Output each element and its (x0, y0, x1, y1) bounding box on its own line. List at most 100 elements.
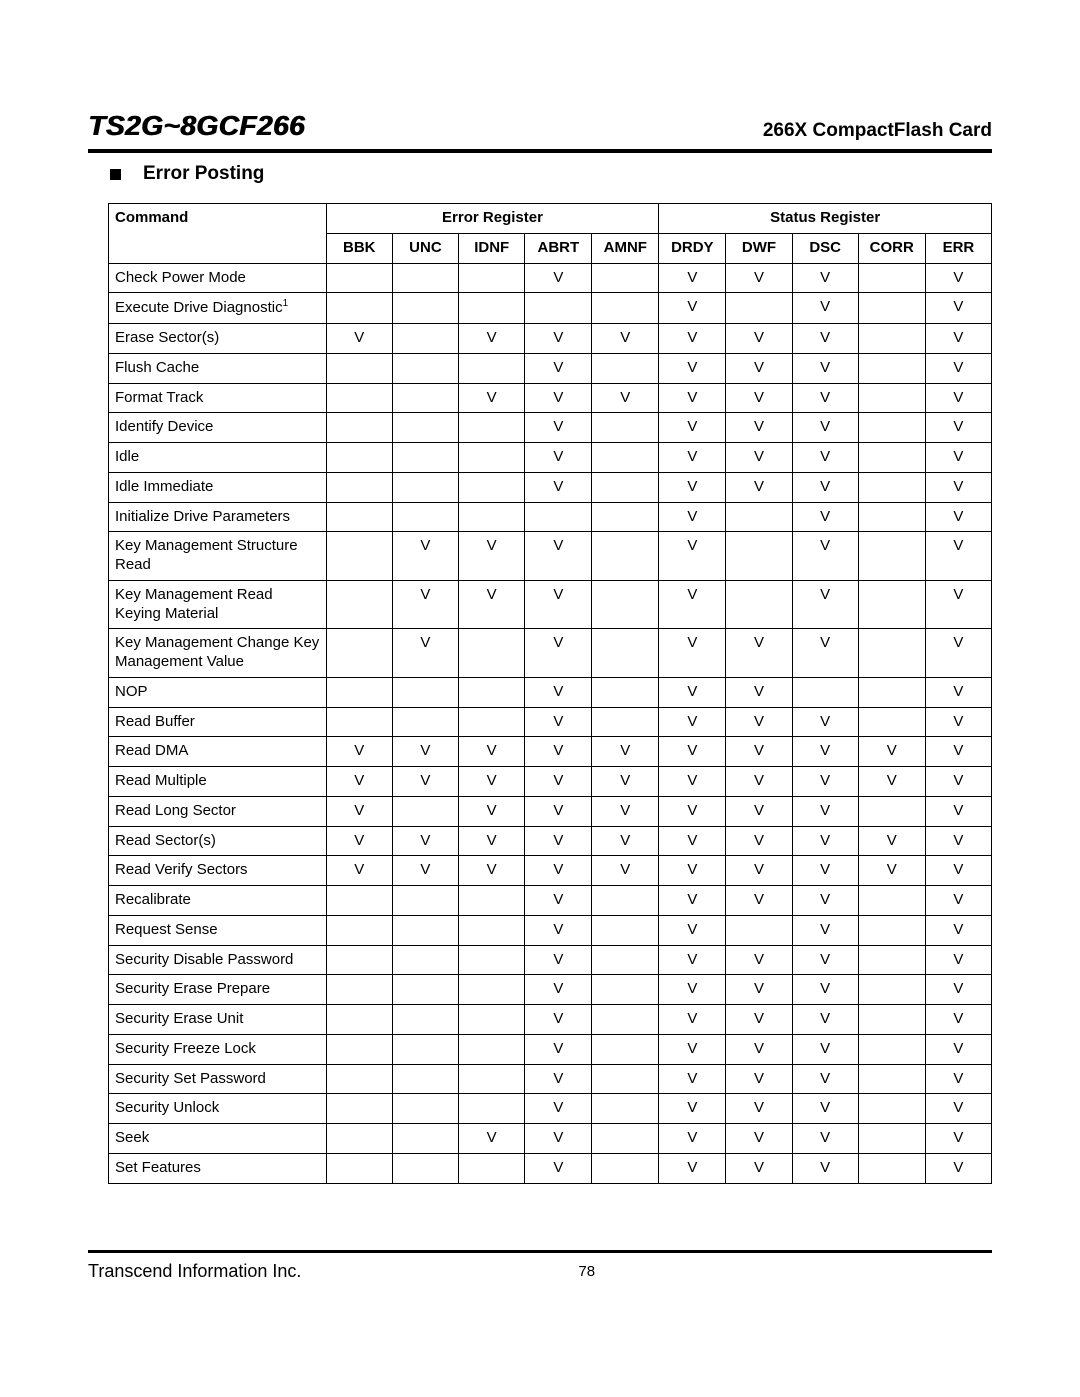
col-corr: CORR (858, 233, 925, 263)
mark-cell: V (459, 580, 525, 629)
mark-cell: V (659, 767, 726, 797)
doc-product-title: 266X CompactFlash Card (763, 120, 992, 142)
mark-cell: V (525, 383, 592, 413)
mark-cell: V (925, 1124, 991, 1154)
mark-cell (858, 443, 925, 473)
mark-cell: V (659, 856, 726, 886)
mark-cell: V (925, 796, 991, 826)
mark-cell: V (925, 915, 991, 945)
mark-cell: V (326, 324, 392, 354)
mark-cell (392, 383, 458, 413)
mark-cell (858, 796, 925, 826)
mark-cell: V (525, 945, 592, 975)
command-cell: Security Unlock (109, 1094, 327, 1124)
command-cell: Set Features (109, 1153, 327, 1183)
col-idnf: IDNF (459, 233, 525, 263)
mark-cell: V (459, 1124, 525, 1154)
table-row: Key Management Read Keying MaterialVVVVV… (109, 580, 992, 629)
mark-cell: V (792, 737, 858, 767)
mark-cell: V (925, 975, 991, 1005)
mark-cell (392, 502, 458, 532)
mark-cell: V (659, 707, 726, 737)
mark-cell (326, 580, 392, 629)
mark-cell: V (925, 1064, 991, 1094)
mark-cell: V (726, 413, 792, 443)
command-cell: Security Erase Unit (109, 1005, 327, 1035)
mark-cell: V (659, 532, 726, 581)
mark-cell: V (726, 383, 792, 413)
mark-cell (592, 472, 659, 502)
col-error-register: Error Register (326, 204, 659, 234)
mark-cell (592, 1153, 659, 1183)
mark-cell: V (659, 915, 726, 945)
mark-cell (392, 413, 458, 443)
mark-cell (858, 1094, 925, 1124)
mark-cell: V (726, 677, 792, 707)
mark-cell: V (726, 826, 792, 856)
command-cell: Security Set Password (109, 1064, 327, 1094)
mark-cell: V (792, 353, 858, 383)
mark-cell (326, 915, 392, 945)
mark-cell (858, 707, 925, 737)
table-row: Security Set PasswordVVVVV (109, 1064, 992, 1094)
mark-cell: V (792, 1094, 858, 1124)
mark-cell: V (525, 707, 592, 737)
mark-cell (392, 324, 458, 354)
table-row: Idle ImmediateVVVVV (109, 472, 992, 502)
table-row: Request SenseVVVV (109, 915, 992, 945)
mark-cell: V (726, 629, 792, 678)
mark-cell (592, 443, 659, 473)
mark-cell (326, 1064, 392, 1094)
table-row: Read DMAVVVVVVVVVV (109, 737, 992, 767)
mark-cell: V (792, 856, 858, 886)
mark-cell (326, 502, 392, 532)
mark-cell (326, 707, 392, 737)
command-cell: Recalibrate (109, 886, 327, 916)
mark-cell: V (525, 677, 592, 707)
mark-cell (326, 293, 392, 324)
mark-cell: V (392, 737, 458, 767)
mark-cell: V (392, 767, 458, 797)
mark-cell: V (659, 1153, 726, 1183)
mark-cell (592, 532, 659, 581)
mark-cell: V (525, 413, 592, 443)
mark-cell: V (525, 1064, 592, 1094)
mark-cell: V (925, 1005, 991, 1035)
footer-page-number: 78 (181, 1261, 992, 1282)
mark-cell (326, 383, 392, 413)
command-cell: Idle Immediate (109, 472, 327, 502)
mark-cell (858, 293, 925, 324)
mark-cell (459, 1153, 525, 1183)
table-row: Check Power ModeVVVVV (109, 263, 992, 293)
mark-cell: V (525, 324, 592, 354)
mark-cell: V (525, 263, 592, 293)
mark-cell: V (525, 1005, 592, 1035)
mark-cell (525, 293, 592, 324)
mark-cell: V (592, 324, 659, 354)
mark-cell: V (792, 886, 858, 916)
mark-cell: V (925, 532, 991, 581)
mark-cell (726, 293, 792, 324)
mark-cell: V (525, 886, 592, 916)
mark-cell: V (792, 502, 858, 532)
mark-cell: V (792, 796, 858, 826)
mark-cell (592, 263, 659, 293)
mark-cell (459, 443, 525, 473)
command-cell: Initialize Drive Parameters (109, 502, 327, 532)
table-row: NOPVVVV (109, 677, 992, 707)
command-cell: Read Long Sector (109, 796, 327, 826)
mark-cell (459, 1094, 525, 1124)
mark-cell: V (592, 826, 659, 856)
mark-cell (459, 707, 525, 737)
mark-cell: V (726, 1094, 792, 1124)
mark-cell (858, 915, 925, 945)
mark-cell: V (925, 413, 991, 443)
mark-cell: V (659, 580, 726, 629)
mark-cell: V (792, 413, 858, 443)
mark-cell (326, 1124, 392, 1154)
mark-cell: V (659, 1124, 726, 1154)
mark-cell: V (525, 915, 592, 945)
command-cell: Read Buffer (109, 707, 327, 737)
mark-cell (858, 1005, 925, 1035)
mark-cell: V (659, 1094, 726, 1124)
